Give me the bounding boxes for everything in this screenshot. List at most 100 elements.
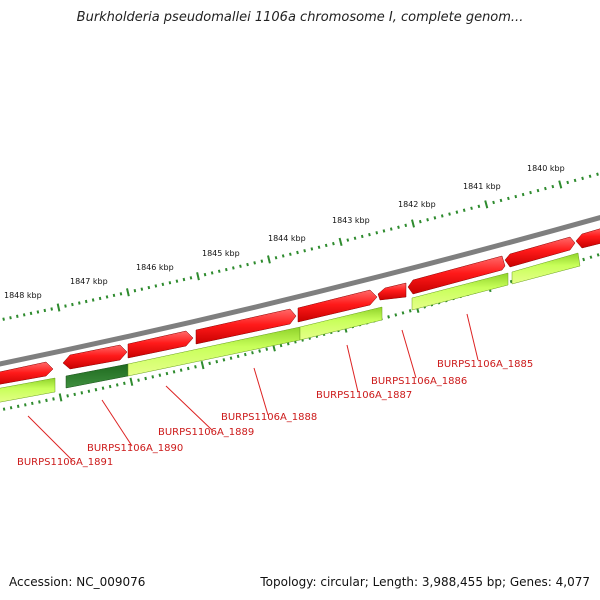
minor-tick — [203, 272, 207, 277]
major-tick — [558, 180, 563, 189]
outer-scale-ticks — [2, 172, 599, 321]
minor-tick — [404, 223, 408, 228]
minor-tick — [16, 404, 20, 408]
kbp-label: 1845 kbp — [202, 249, 240, 258]
gene-arrow[interactable] — [297, 289, 378, 323]
gene-label[interactable]: BURPS1106A_1891 — [17, 457, 113, 468]
gene-label[interactable]: BURPS1106A_1889 — [158, 427, 254, 438]
minor-tick — [137, 378, 140, 382]
minor-tick — [133, 289, 137, 293]
minor-tick — [253, 261, 256, 265]
kbp-label: 1844 kbp — [268, 234, 306, 243]
gene-arrow[interactable] — [195, 308, 297, 345]
minor-tick — [470, 206, 473, 210]
minor-tick — [2, 407, 6, 411]
minor-tick — [210, 271, 214, 275]
minor-tick — [346, 238, 350, 242]
minor-tick — [324, 243, 328, 248]
minor-tick — [492, 200, 495, 205]
minor-tick — [573, 178, 577, 183]
minor-tick — [317, 245, 321, 249]
minor-tick — [440, 214, 444, 218]
minor-tick — [236, 354, 240, 359]
kbp-label: 1848 kbp — [4, 291, 42, 300]
minor-tick — [401, 311, 405, 315]
minor-tick — [186, 366, 190, 371]
minor-tick — [596, 253, 600, 257]
minor-tick — [140, 287, 144, 291]
minor-tick — [52, 397, 55, 401]
minor-tick — [258, 349, 261, 353]
gene-label[interactable]: BURPS1106A_1885 — [437, 359, 533, 370]
minor-tick — [87, 389, 91, 393]
gene-leader-lines — [27, 313, 479, 461]
minor-tick — [310, 247, 314, 251]
minor-tick — [217, 269, 221, 273]
minor-tick — [397, 225, 400, 229]
gene-label[interactable]: BURPS1106A_1890 — [87, 443, 183, 454]
gene-arrow[interactable] — [411, 272, 509, 311]
minor-tick — [36, 310, 40, 314]
minor-tick — [426, 218, 429, 222]
minor-tick — [45, 398, 48, 403]
minor-tick — [229, 356, 233, 360]
major-tick — [196, 272, 200, 281]
minor-tick — [581, 176, 584, 181]
gene-arrow[interactable] — [127, 330, 194, 359]
minor-tick — [375, 231, 379, 235]
minor-tick — [448, 212, 451, 216]
gene-arrow[interactable] — [62, 344, 128, 370]
minor-tick — [101, 386, 105, 390]
kbp-label: 1841 kbp — [463, 182, 501, 191]
minor-tick — [382, 229, 386, 233]
major-tick — [126, 288, 130, 297]
minor-tick — [22, 313, 26, 317]
minor-tick — [499, 198, 503, 203]
minor-tick — [123, 381, 126, 386]
gene-arrow[interactable] — [377, 282, 407, 301]
kbp-label: 1843 kbp — [332, 216, 370, 225]
minor-tick — [172, 370, 176, 374]
minor-tick — [455, 210, 459, 214]
major-tick — [484, 200, 489, 209]
minor-tick — [38, 400, 41, 404]
gene-arrow[interactable] — [504, 236, 576, 268]
minor-tick — [251, 351, 254, 355]
major-tick — [200, 360, 205, 370]
minor-tick — [16, 314, 19, 318]
minor-tick — [589, 255, 593, 259]
minor-tick — [71, 302, 74, 307]
kbp-label: 1847 kbp — [70, 277, 108, 286]
gene-arrow[interactable] — [0, 361, 54, 386]
minor-tick — [394, 313, 398, 317]
major-tick — [338, 237, 343, 246]
gene-arrow[interactable] — [0, 377, 56, 404]
minor-tick — [215, 359, 219, 364]
gene-arrow[interactable] — [407, 255, 506, 295]
minor-tick — [112, 293, 116, 298]
minor-tick — [225, 267, 228, 272]
gene-arrow[interactable] — [511, 252, 581, 285]
gene-label[interactable]: BURPS1106A_1886 — [371, 376, 467, 387]
major-tick — [267, 255, 271, 264]
minor-tick — [389, 227, 393, 231]
minor-tick — [289, 252, 292, 256]
major-tick — [56, 303, 61, 312]
minor-tick — [529, 190, 532, 195]
minor-tick — [387, 315, 390, 319]
minor-tick — [182, 277, 186, 282]
leader-line — [165, 385, 213, 431]
minor-tick — [161, 282, 165, 287]
gene-arrow[interactable] — [575, 227, 600, 249]
genome-summary-text: Topology: circular; Length: 3,988,455 bp… — [260, 575, 590, 589]
minor-tick — [194, 365, 197, 369]
minor-tick — [243, 352, 247, 357]
minor-tick — [551, 184, 555, 189]
gene-label[interactable]: BURPS1106A_1888 — [221, 412, 317, 423]
gene-label[interactable]: BURPS1106A_1887 — [316, 390, 412, 401]
minor-tick — [9, 316, 12, 320]
minor-tick — [158, 373, 162, 377]
gene-arrow[interactable] — [299, 306, 383, 341]
minor-tick — [462, 208, 466, 212]
